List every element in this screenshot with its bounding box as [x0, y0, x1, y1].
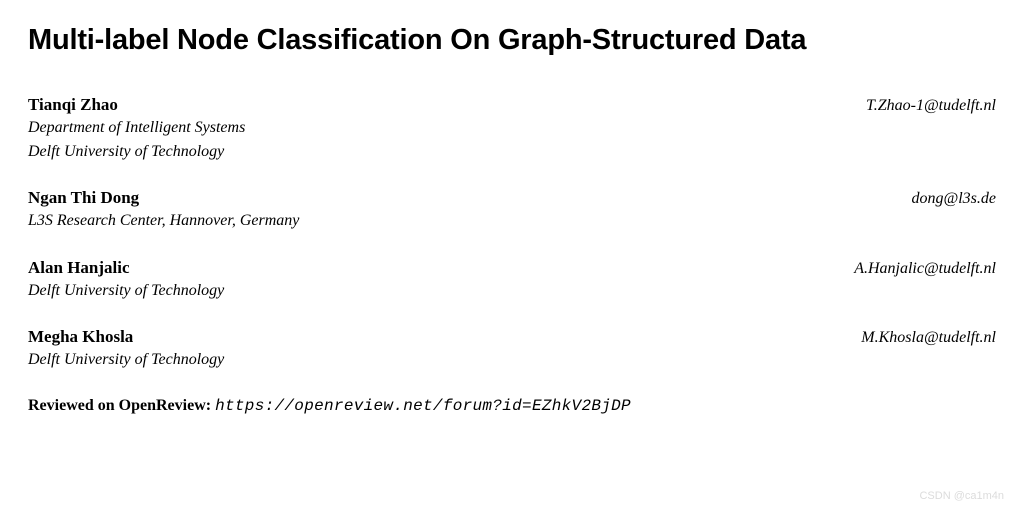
author-name: Ngan Thi Dong [28, 188, 139, 208]
author-email: dong@l3s.de [912, 190, 997, 208]
author-email: T.Zhao-1@tudelft.nl [866, 97, 996, 115]
author-block: Megha Khosla M.Khosla@tudelft.nl Delft Uni… [28, 327, 996, 371]
author-affiliation: L3S Research Center, Hannover, Germany [28, 210, 996, 232]
author-row: Ngan Thi Dong dong@l3s.de [28, 188, 996, 208]
watermark: CSDN @ca1m4n [919, 490, 1004, 502]
reviewed-line: Reviewed on OpenReview: https://openrevi… [28, 397, 996, 415]
reviewed-url[interactable]: https://openreview.net/forum?id=EZhkV2Bj… [215, 397, 631, 415]
author-block: Alan Hanjalic A.Hanjalic@tudelft.nl Delft … [28, 258, 996, 302]
author-name: Tianqi Zhao [28, 95, 118, 115]
author-row: Megha Khosla M.Khosla@tudelft.nl [28, 327, 996, 347]
author-name: Alan Hanjalic [28, 258, 130, 278]
author-affiliation: Delft University of Technology [28, 141, 996, 163]
paper-title: Multi-label Node Classification On Graph… [28, 24, 996, 57]
author-affiliation: Department of Intelligent Systems [28, 117, 996, 139]
authors-section: Tianqi Zhao T.Zhao-1@tudelft.nl Department… [28, 95, 996, 371]
reviewed-label: Reviewed on OpenReview: [28, 397, 215, 414]
author-block: Ngan Thi Dong dong@l3s.de L3S Research Cen… [28, 188, 996, 232]
author-block: Tianqi Zhao T.Zhao-1@tudelft.nl Department… [28, 95, 996, 162]
author-row: Tianqi Zhao T.Zhao-1@tudelft.nl [28, 95, 996, 115]
author-affiliation: Delft University of Technology [28, 349, 996, 371]
author-email: A.Hanjalic@tudelft.nl [854, 260, 996, 278]
author-affiliation: Delft University of Technology [28, 280, 996, 302]
author-name: Megha Khosla [28, 327, 133, 347]
author-email: M.Khosla@tudelft.nl [861, 329, 996, 347]
author-row: Alan Hanjalic A.Hanjalic@tudelft.nl [28, 258, 996, 278]
